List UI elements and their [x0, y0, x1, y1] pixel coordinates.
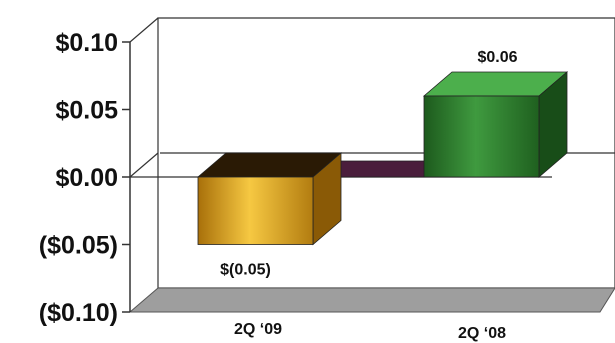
bar-front-face — [197, 176, 314, 245]
chart-floor — [128, 287, 615, 313]
y-tick-label: ($0.10) — [39, 299, 118, 327]
y-tick-label: $0.00 — [55, 164, 118, 192]
zero-line-depth — [129, 152, 159, 178]
y-tick-label: $0.10 — [55, 29, 118, 57]
data-label: $0.06 — [477, 49, 517, 66]
y-tick-label: ($0.05) — [39, 232, 118, 260]
data-label: $(0.05) — [220, 262, 271, 279]
left-wall-edge — [129, 17, 159, 43]
y-tick-label: $0.05 — [55, 97, 118, 125]
bar-front-face — [423, 95, 540, 178]
x-category-label: 2Q ‘09 — [234, 321, 282, 338]
bar-1 — [196, 152, 343, 246]
x-category-label: 2Q ‘08 — [458, 325, 506, 342]
bar-2 — [422, 71, 569, 178]
